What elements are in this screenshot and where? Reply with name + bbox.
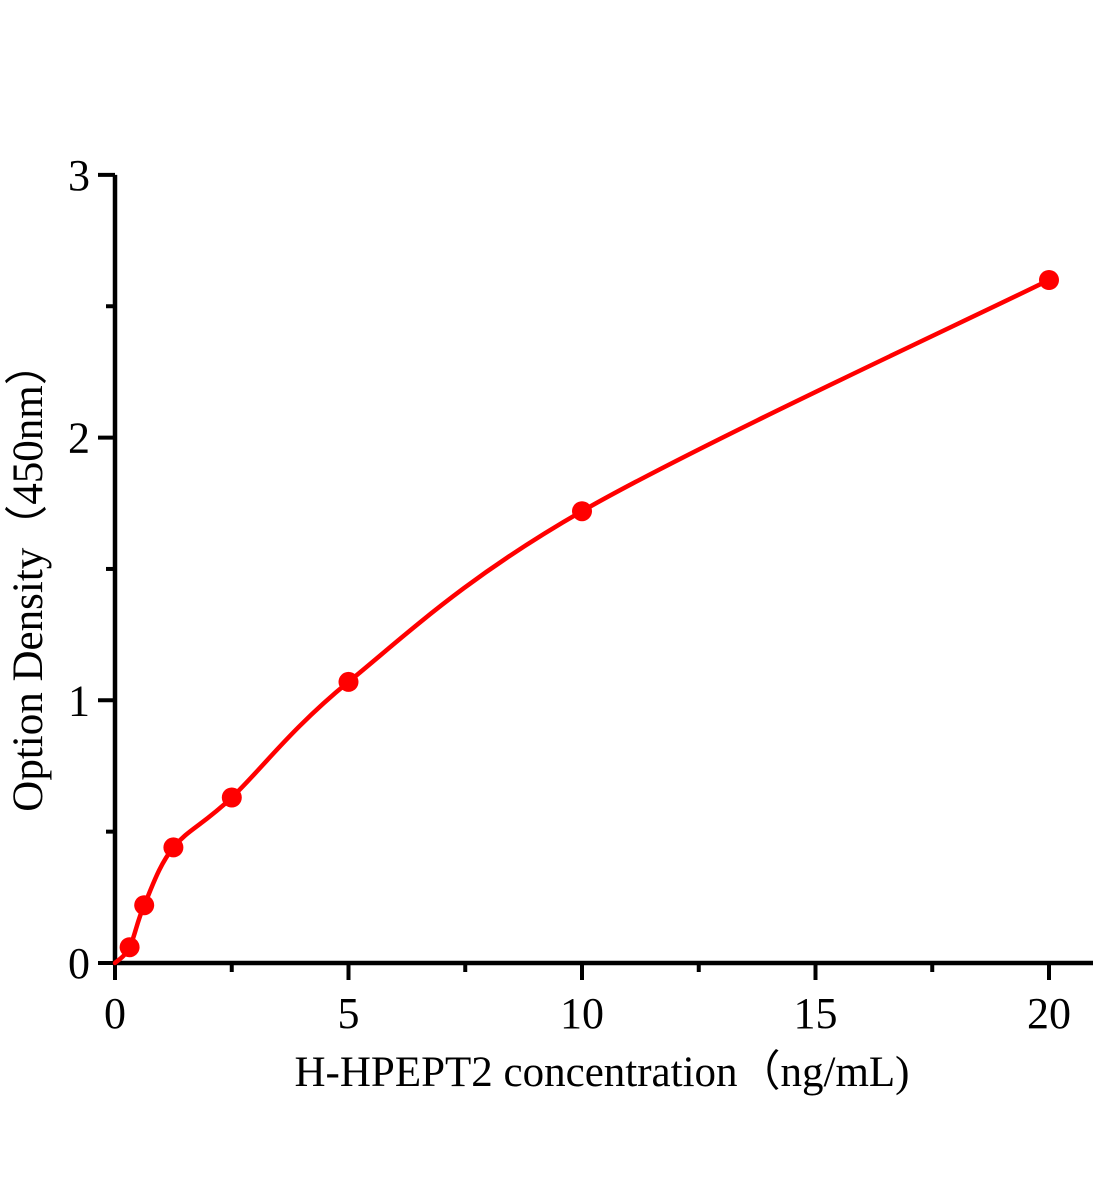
data-point-marker bbox=[572, 501, 592, 522]
data-point-marker bbox=[1039, 270, 1059, 290]
fit-curve bbox=[112, 277, 1052, 966]
data-point-marker bbox=[119, 937, 140, 958]
plot-area: 0 5 10 15 20 0 1 2 3 bbox=[68, 151, 1093, 1038]
x-axis-title: H-HPEPT2 concentration（ng/mL) bbox=[294, 1049, 909, 1096]
x-axis-tick-label: 20 bbox=[1027, 989, 1071, 1038]
y-axis-title: Option Density（450nm） bbox=[5, 342, 52, 811]
axes-spine bbox=[112, 174, 1093, 966]
x-axis-tick-label: 5 bbox=[338, 989, 360, 1038]
x-axis-tick-label: 15 bbox=[794, 989, 838, 1038]
data-point-marker bbox=[163, 837, 184, 858]
y-axis-tick-label: 1 bbox=[68, 676, 90, 725]
x-axis-tick-label: 10 bbox=[560, 989, 604, 1038]
data-point-marker bbox=[221, 787, 242, 808]
y-axis-tick-label: 0 bbox=[68, 939, 90, 988]
data-point-marker bbox=[338, 671, 359, 692]
y-axis-tick-label: 2 bbox=[68, 414, 90, 463]
y-axis-tick-label: 3 bbox=[68, 151, 90, 200]
x-axis-tick-label: 0 bbox=[104, 989, 126, 1038]
data-point-marker bbox=[134, 895, 155, 916]
